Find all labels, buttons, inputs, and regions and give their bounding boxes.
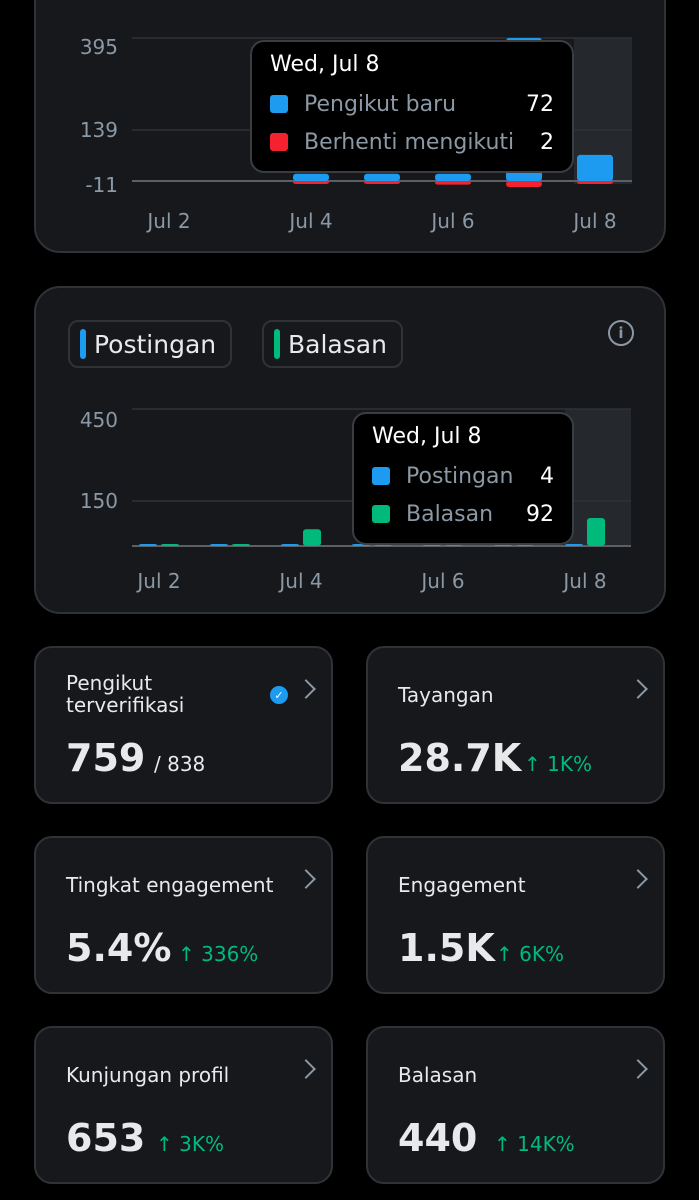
chevron-right-icon xyxy=(628,1059,648,1079)
legend-label: Balasan xyxy=(288,329,387,359)
bar-new-followers[interactable] xyxy=(364,173,400,181)
bar-posts[interactable] xyxy=(139,544,157,546)
bar-unfollows[interactable] xyxy=(435,181,471,185)
x-tick-label: Jul 6 xyxy=(419,569,464,593)
stat-change: ↑ 1K% xyxy=(524,752,592,776)
tooltip-value: 72 xyxy=(526,91,554,117)
stat-title: Balasan xyxy=(398,1063,478,1087)
tooltip-row: Berhenti mengikuti 2 xyxy=(270,123,554,161)
bar-replies[interactable] xyxy=(303,529,321,546)
stat-total: / 838 xyxy=(154,752,206,776)
x-tick-label: Jul 6 xyxy=(429,209,474,233)
legend-label: Postingan xyxy=(94,329,217,359)
activity-tooltip: Wed, Jul 8 Postingan 4 Balasan 92 xyxy=(352,412,574,545)
tooltip-label: Berhenti mengikuti xyxy=(304,129,515,155)
legend-swatch-red xyxy=(270,133,288,151)
followers-tooltip: Wed, Jul 8 Pengikut baru 72 Berhenti men… xyxy=(250,40,574,173)
y-tick-label: 139 xyxy=(80,118,118,142)
bar-posts[interactable] xyxy=(565,544,583,546)
activity-chart-card: Postingan Balasan i 450 150 Jul 2 Jul 4 … xyxy=(34,286,666,614)
bar-new-followers[interactable] xyxy=(435,173,471,181)
bar-replies[interactable] xyxy=(587,517,605,546)
stat-change: ↑ 336% xyxy=(178,942,259,966)
x-tick-label: Jul 2 xyxy=(145,209,190,233)
chevron-right-icon xyxy=(296,1059,316,1079)
tooltip-value: 2 xyxy=(540,129,554,155)
chevron-right-icon xyxy=(628,869,648,889)
stat-change: ↑ 3K% xyxy=(156,1132,224,1156)
stat-value: 5.4% xyxy=(66,926,172,970)
verified-badge-icon: ✓ xyxy=(270,686,288,704)
stat-value: 440 xyxy=(398,1116,478,1160)
bar-unfollows[interactable] xyxy=(293,181,329,184)
bar-posts[interactable] xyxy=(281,544,299,546)
stat-change: ↑ 14K% xyxy=(494,1132,575,1156)
tooltip-value: 4 xyxy=(540,463,554,489)
x-tick-label: Jul 4 xyxy=(277,569,322,593)
info-icon[interactable]: i xyxy=(608,320,634,346)
stat-card-profile-visits[interactable]: Kunjungan profil 653 ↑ 3K% xyxy=(34,1026,333,1184)
bar-posts[interactable] xyxy=(210,544,228,546)
y-tick-label: 395 xyxy=(80,35,118,59)
stat-card-verified-followers[interactable]: Pengikut terverifikasi ✓ 759 / 838 xyxy=(34,646,333,804)
followers-chart-card: 395 139 -11 Jul 2 Jul 4 Jul 6 Jul 8 Wed,… xyxy=(34,0,666,253)
stat-value: 28.7K xyxy=(398,736,522,780)
legend-swatch-blue xyxy=(270,95,288,113)
bar-replies[interactable] xyxy=(232,544,250,546)
bar-unfollows[interactable] xyxy=(577,181,613,184)
bar-new-followers[interactable] xyxy=(293,173,329,181)
bar-unfollows[interactable] xyxy=(506,181,542,187)
legend-color-bar xyxy=(274,329,280,359)
stat-value: 1.5K xyxy=(398,926,495,970)
chevron-right-icon xyxy=(296,679,316,699)
stat-card-replies[interactable]: Balasan 440 ↑ 14K% xyxy=(366,1026,665,1184)
legend-color-bar xyxy=(80,329,86,359)
tooltip-label: Postingan xyxy=(406,463,514,489)
x-tick-label: Jul 8 xyxy=(561,569,606,593)
tooltip-row: Balasan 92 xyxy=(372,495,554,533)
x-tick-label: Jul 4 xyxy=(287,209,332,233)
tooltip-row: Postingan 4 xyxy=(372,457,554,495)
tooltip-date: Wed, Jul 8 xyxy=(270,52,380,77)
stat-change: ↑ 6K% xyxy=(496,942,564,966)
bar-new-followers[interactable] xyxy=(577,154,613,181)
stat-title: Engagement xyxy=(398,873,526,897)
tooltip-label: Pengikut baru xyxy=(304,91,457,117)
chevron-right-icon xyxy=(628,679,648,699)
bar-unfollows[interactable] xyxy=(364,181,400,184)
x-tick-label: Jul 8 xyxy=(571,209,616,233)
legend-toggle-posts[interactable]: Postingan xyxy=(68,320,233,368)
tooltip-row: Pengikut baru 72 xyxy=(270,85,554,123)
stat-title: Pengikut terverifikasi xyxy=(66,671,185,717)
stat-card-engagement[interactable]: Engagement 1.5K ↑ 6K% xyxy=(366,836,665,994)
tooltip-value: 92 xyxy=(526,501,554,527)
stat-value: 759 xyxy=(66,736,146,780)
stat-value: 653 xyxy=(66,1116,146,1160)
legend-toggle-replies[interactable]: Balasan xyxy=(262,320,403,368)
stat-card-impressions[interactable]: Tayangan 28.7K ↑ 1K% xyxy=(366,646,665,804)
stat-title: Tayangan xyxy=(398,683,494,707)
bar-replies[interactable] xyxy=(161,544,179,546)
y-tick-label: 450 xyxy=(80,408,118,432)
legend-swatch-blue xyxy=(372,467,390,485)
stat-card-engagement-rate[interactable]: Tingkat engagement 5.4% ↑ 336% xyxy=(34,836,333,994)
x-tick-label: Jul 2 xyxy=(135,569,180,593)
tooltip-date: Wed, Jul 8 xyxy=(372,424,482,449)
stat-title: Tingkat engagement xyxy=(66,873,274,897)
y-tick-label: -11 xyxy=(85,173,118,197)
legend-swatch-green xyxy=(372,505,390,523)
y-tick-label: 150 xyxy=(80,489,118,513)
activity-chart[interactable]: 450 150 Jul 2 Jul 4 Jul 6 Jul 8 xyxy=(36,288,668,616)
stat-title: Kunjungan profil xyxy=(66,1063,230,1087)
tooltip-label: Balasan xyxy=(406,501,494,527)
